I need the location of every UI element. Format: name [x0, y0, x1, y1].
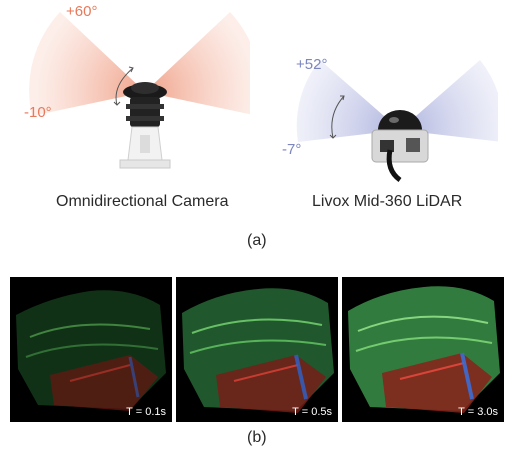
camera-figure [20, 0, 250, 210]
lidar-upper-angle: +52° [296, 56, 328, 73]
lidar-fov-right [400, 60, 498, 142]
camera-lower-angle: -10° [24, 104, 52, 121]
camera-caption: Omnidirectional Camera [56, 193, 229, 210]
point-cloud-panel-3: T = 3.0s [342, 277, 504, 422]
time-label-2: T = 0.5s [292, 406, 332, 418]
camera-fov-diagram [29, 12, 250, 169]
point-cloud-image-3 [342, 277, 504, 422]
lidar-lower-angle: -7° [282, 141, 302, 158]
subfigure-label-a: (a) [247, 232, 267, 249]
lidar-fov-left [296, 60, 400, 142]
lidar-dome [378, 110, 422, 130]
subfigure-label-b: (b) [247, 429, 267, 446]
camera-upper-angle: +60° [66, 3, 98, 20]
camera-angle-arc [115, 67, 134, 106]
lidar-angle-arc [331, 95, 345, 139]
point-cloud-image-2 [176, 277, 338, 422]
lidar-figure [278, 30, 498, 200]
point-cloud-panel-2: T = 0.5s [176, 277, 338, 422]
camera-fov-right [145, 12, 250, 115]
lidar-cable [386, 149, 402, 183]
lidar-caption: Livox Mid-360 LiDAR [312, 193, 463, 210]
time-label-3: T = 3.0s [458, 406, 498, 418]
camera-body [130, 97, 160, 127]
point-cloud-panel-1: T = 0.1s [10, 277, 172, 422]
camera-fov-left [29, 12, 146, 116]
point-cloud-image-1 [10, 277, 172, 422]
time-label-1: T = 0.1s [126, 406, 166, 418]
lidar-fov-diagram [296, 60, 498, 183]
